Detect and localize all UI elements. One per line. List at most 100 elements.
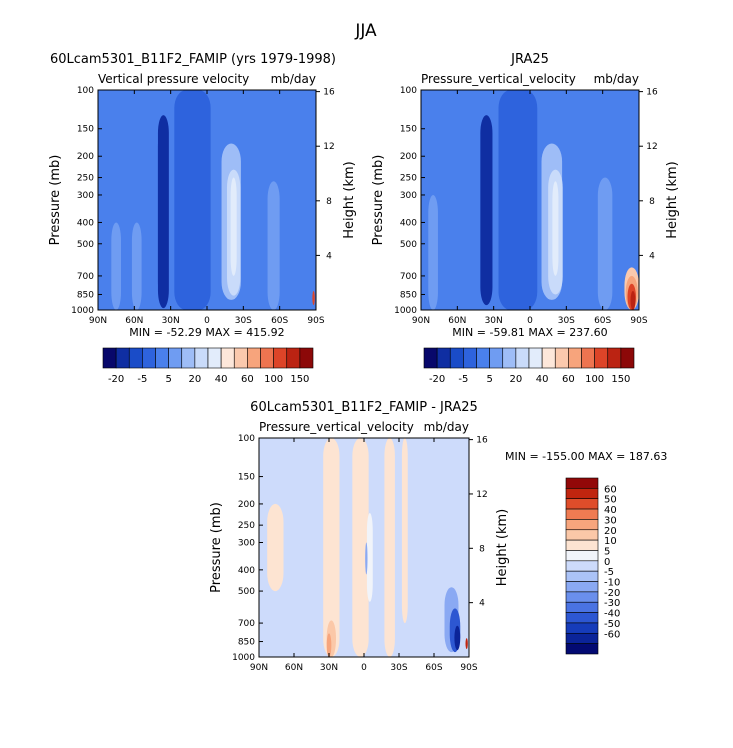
contour-region	[323, 438, 340, 657]
y-tick-label: 100	[77, 86, 94, 96]
colorbar-label: 40	[536, 374, 549, 385]
y-tick-label: 100	[238, 434, 255, 444]
contour-region	[267, 181, 280, 310]
colorbar-label: 60	[604, 484, 617, 495]
colorbar-label: -20	[108, 374, 124, 385]
contour-region	[630, 291, 636, 310]
colorbar-box	[181, 347, 196, 369]
chart-units: mb/day	[271, 72, 316, 86]
colorbar-box	[581, 347, 595, 369]
colorbar-box	[463, 347, 477, 369]
x-tick-label: 0	[527, 316, 533, 326]
chart-subtitle: Vertical pressure velocity	[98, 72, 249, 86]
y-tick-label: 200	[77, 152, 94, 162]
colorbar-box	[528, 347, 543, 369]
plot-area	[98, 90, 316, 310]
x-tick-label: 90S	[307, 316, 324, 326]
x-tick-label: 90N	[412, 316, 430, 326]
plot-area	[259, 438, 469, 657]
x-tick-label: 0	[361, 663, 367, 673]
contour-region	[326, 633, 332, 657]
y-tick-label: 850	[77, 290, 94, 300]
colorbar-box	[554, 347, 569, 369]
colorbar-box	[565, 560, 599, 572]
y-tick-label: 400	[400, 218, 417, 228]
colorbar-box	[565, 632, 599, 644]
stats-text: MIN = -155.00 MAX = 187.63	[505, 450, 667, 463]
x-tick-label: 90S	[630, 316, 647, 326]
colorbar-box	[565, 591, 599, 603]
colorbar-label: -5	[458, 374, 468, 385]
colorbar-box	[423, 347, 438, 369]
colorbar-box	[489, 347, 504, 369]
y2-axis-label: Height (km)	[495, 509, 510, 586]
colorbar-box	[620, 347, 635, 369]
y-tick-label: 850	[400, 290, 417, 300]
contour-region	[366, 512, 373, 602]
y-axis-label: Pressure (mb)	[48, 155, 63, 246]
colorbar-box	[565, 519, 599, 531]
colorbar-box	[565, 508, 599, 520]
colorbar-box	[565, 612, 599, 624]
x-tick-label: 60N	[448, 316, 466, 326]
contour-region	[552, 181, 559, 276]
colorbar-box	[273, 347, 288, 369]
chart-subtitle: Pressure_vertical_velocity	[421, 72, 576, 86]
colorbar-box	[286, 347, 301, 369]
contour-region	[498, 90, 538, 310]
colorbar-box	[476, 347, 490, 369]
y2-tick-label: 4	[326, 251, 332, 261]
colorbar-box	[449, 347, 464, 369]
contour-region	[352, 438, 369, 657]
y2-axis-label: Height (km)	[342, 161, 357, 238]
x-tick-label: 30N	[320, 663, 338, 673]
chart-units: mb/day	[594, 72, 639, 86]
colorbar-label: 150	[290, 374, 309, 385]
x-tick-label: 0	[204, 316, 210, 326]
chart-subtitle: Pressure_vertical_velocity	[259, 420, 414, 434]
x-tick-label: 60N	[285, 663, 303, 673]
chart-title: 60Lcam5301_B11F2_FAMIP - JRA25	[250, 400, 478, 415]
chart-title: 60Lcam5301_B11F2_FAMIP (yrs 1979-1998)	[50, 52, 336, 67]
y-tick-label: 400	[238, 566, 255, 576]
colorbar-label: -20	[604, 588, 620, 599]
colorbar-label: 30	[604, 515, 617, 526]
colorbar-label: -5	[604, 567, 614, 578]
colorbar-box	[515, 347, 530, 369]
colorbar-label: 5	[486, 374, 492, 385]
x-tick-label: 90S	[460, 663, 477, 673]
page-title: JJA	[354, 21, 377, 41]
y-tick-label: 400	[77, 218, 94, 228]
x-tick-label: 60S	[271, 316, 288, 326]
colorbar-label: 20	[604, 526, 617, 537]
x-tick-label: 60S	[594, 316, 611, 326]
colorbar-label: 10	[604, 536, 617, 547]
contour-region	[480, 115, 493, 306]
y2-tick-label: 16	[646, 88, 658, 98]
colorbar-box	[568, 347, 582, 369]
contour-region	[428, 194, 438, 310]
y2-tick-label: 12	[323, 142, 334, 152]
contour-region	[131, 222, 142, 310]
colorbar-box	[565, 622, 599, 634]
plot-area	[421, 90, 639, 310]
x-tick-label: 30N	[485, 316, 503, 326]
colorbar-box	[607, 347, 622, 369]
colorbar-label: 20	[510, 374, 523, 385]
y-tick-label: 100	[400, 86, 417, 96]
x-tick-label: 90N	[250, 663, 268, 673]
y-tick-label: 500	[400, 240, 417, 250]
contour-region	[267, 503, 284, 592]
colorbar-label: 5	[604, 546, 610, 557]
x-tick-label: 30S	[390, 663, 407, 673]
stats-text: MIN = -52.29 MAX = 415.92	[129, 326, 284, 339]
colorbar-box	[220, 347, 235, 369]
y-tick-label: 250	[77, 174, 94, 184]
contour-region	[312, 291, 315, 306]
contour-region	[597, 177, 613, 310]
colorbar-box	[565, 539, 599, 551]
y2-tick-label: 12	[646, 142, 657, 152]
y-tick-label: 150	[400, 125, 417, 135]
colorbar: -20 -5 5 20 40 60 100 150	[423, 347, 635, 385]
